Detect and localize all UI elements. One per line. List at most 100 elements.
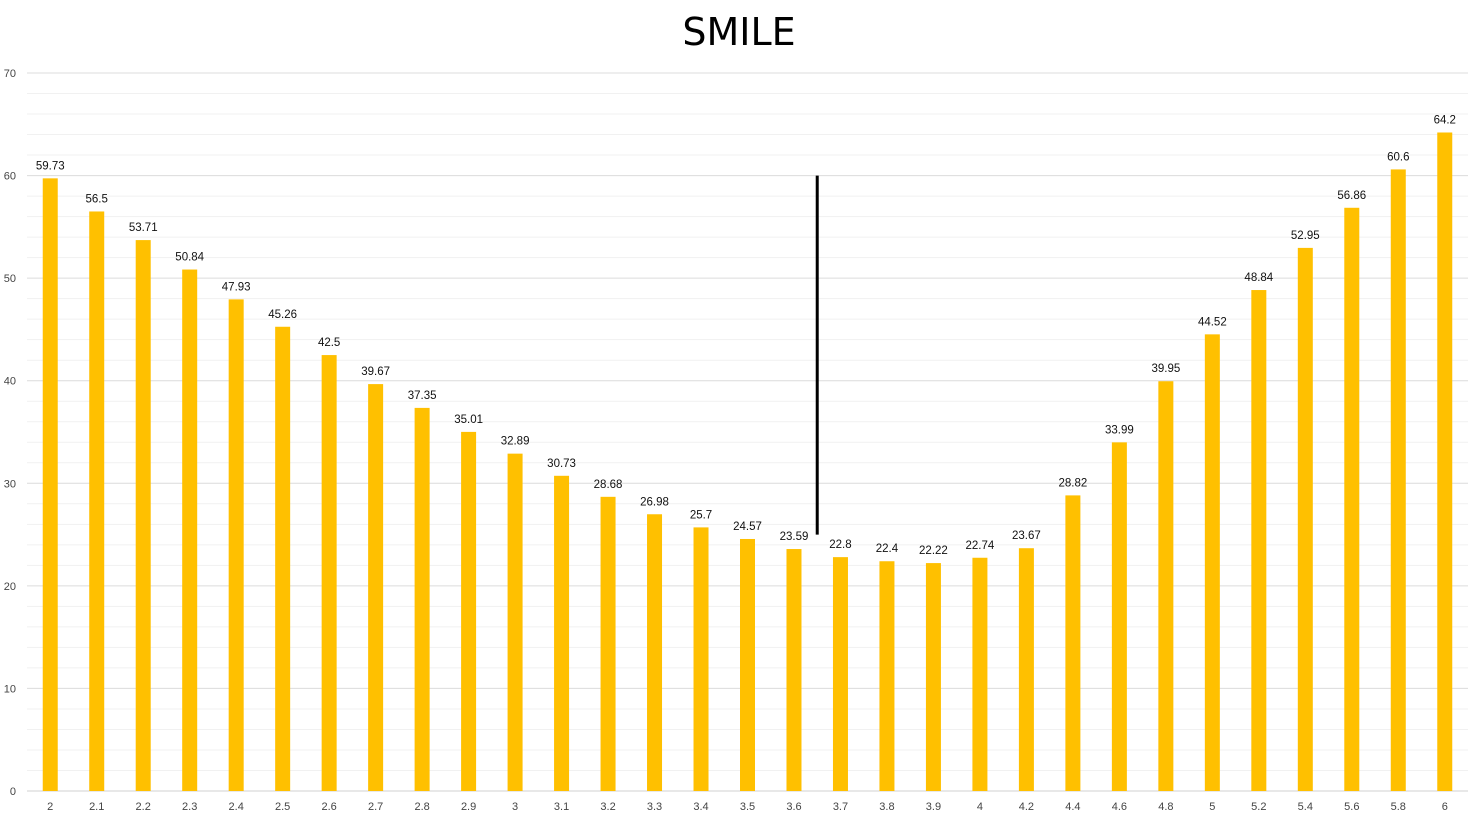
x-tick-label: 3.5 [740,801,755,813]
x-tick-label: 3.6 [786,801,801,813]
data-label: 59.73 [36,160,65,172]
bar [1204,334,1220,791]
data-label: 30.73 [547,458,576,470]
chart-title: SMILE [682,10,796,54]
data-label: 48.84 [1244,272,1273,284]
x-tick-label: 2.4 [229,801,244,813]
x-tick-label: 3.3 [647,801,662,813]
bar [647,514,663,791]
data-label: 28.82 [1058,477,1087,489]
data-label: 24.57 [733,521,762,533]
data-label: 32.89 [501,436,530,448]
data-label: 39.95 [1151,363,1180,375]
x-tick-label: 4.8 [1158,801,1173,813]
x-tick-label: 2.5 [275,801,290,813]
y-tick-label: 50 [4,273,16,285]
x-tick-label: 2.8 [414,801,429,813]
data-label: 22.22 [919,545,948,557]
bar [693,527,709,791]
bar [1437,132,1453,791]
x-tick-label: 3.1 [554,801,569,813]
bar [135,240,151,791]
bar [321,355,337,791]
data-label: 23.59 [780,531,809,543]
data-label: 22.4 [876,543,899,555]
data-label: 60.6 [1387,151,1409,163]
data-label: 42.5 [318,337,340,349]
y-tick-label: 60 [4,171,16,183]
bar [228,299,244,791]
y-tick-label: 20 [4,581,16,593]
x-tick-label: 2.2 [136,801,151,813]
y-tick-label: 10 [4,683,16,695]
data-label: 35.01 [454,414,483,426]
data-label: 53.71 [129,222,158,234]
bar [507,453,523,791]
x-tick-label: 3.2 [600,801,615,813]
x-tick-label: 2.7 [368,801,383,813]
bar [925,563,941,791]
x-tick-label: 4.6 [1112,801,1127,813]
x-tick-label: 2.3 [182,801,197,813]
y-tick-label: 30 [4,478,16,490]
bar [1158,381,1174,791]
bar [42,178,58,792]
data-label: 44.52 [1198,316,1227,328]
data-label: 52.95 [1291,230,1320,242]
x-tick-label: 4.4 [1065,801,1080,813]
x-tick-label: 5 [1209,801,1215,813]
x-tick-label: 5.6 [1344,801,1359,813]
data-label: 25.7 [690,509,712,521]
data-label: 26.98 [640,496,669,508]
data-label: 64.2 [1434,114,1456,126]
x-tick-label: 4 [977,801,983,813]
x-tick-label: 4.2 [1019,801,1034,813]
y-tick-label: 40 [4,376,16,388]
x-tick-label: 2.1 [89,801,104,813]
bar [972,557,988,791]
x-tick-label: 5.4 [1298,801,1313,813]
bar [461,431,477,791]
x-tick-label: 2.6 [321,801,336,813]
data-label: 28.68 [594,479,623,491]
bar [89,211,105,791]
bar [182,269,198,791]
x-tick-label: 5.8 [1391,801,1406,813]
x-tick-label: 2.9 [461,801,476,813]
x-tick-label: 3.7 [833,801,848,813]
data-label: 22.8 [829,539,851,551]
bar [740,538,755,791]
bar [832,557,848,791]
x-tick-label: 3.8 [879,801,894,813]
bar [786,549,802,791]
x-tick-label: 3 [512,801,518,813]
bar [1390,169,1406,792]
y-tick-label: 70 [4,68,16,80]
x-tick-label: 2 [47,801,53,813]
data-label: 39.67 [361,366,390,378]
data-label: 22.74 [966,540,995,552]
bar [368,384,384,791]
bar [1344,207,1360,791]
data-label: 37.35 [408,390,437,402]
data-label: 50.84 [175,252,204,264]
data-label: 23.67 [1012,530,1041,542]
data-label: 45.26 [268,309,297,321]
bar [554,475,570,791]
bar [600,496,616,791]
data-label: 33.99 [1105,424,1134,436]
bar [1297,247,1313,792]
bar [414,407,430,791]
bar [879,561,895,791]
y-tick-label: 0 [10,786,16,798]
x-tick-label: 6 [1442,801,1448,813]
bar [275,326,291,791]
bar [1111,442,1127,791]
x-tick-label: 3.4 [693,801,708,813]
data-label: 47.93 [222,281,251,293]
bar [1251,290,1267,791]
bar [1065,495,1081,791]
bar [1018,548,1034,791]
x-tick-label: 3.9 [926,801,941,813]
